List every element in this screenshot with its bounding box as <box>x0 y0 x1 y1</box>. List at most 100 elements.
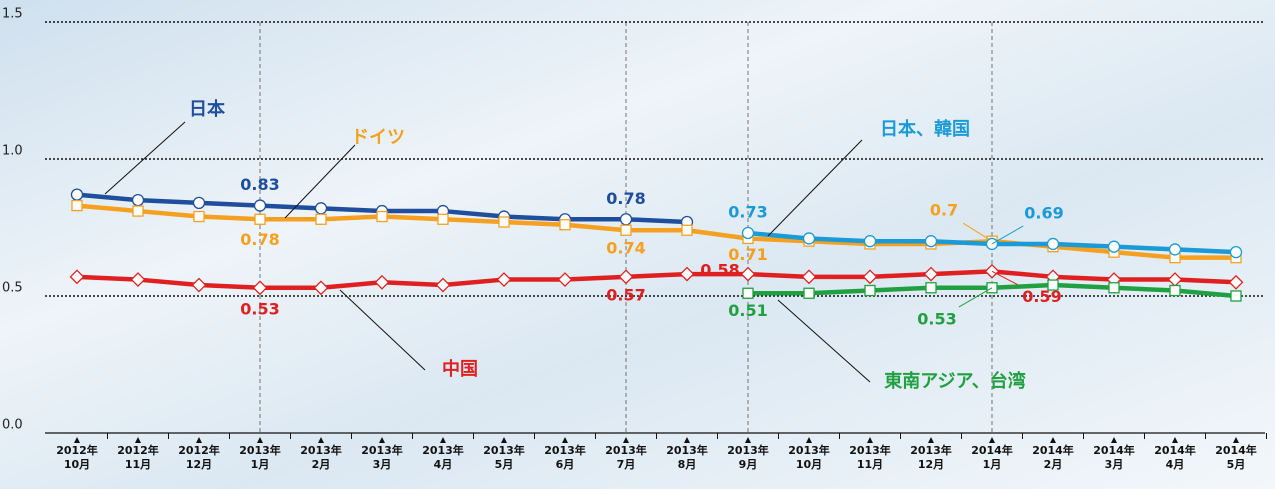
x-tick-label: 2013年 12月 <box>910 444 952 471</box>
marker <box>376 210 388 223</box>
label-leader <box>962 222 993 242</box>
marker <box>1107 240 1121 253</box>
x-tick-label: 2013年 9月 <box>727 444 769 471</box>
x-tick-marker <box>1233 437 1239 443</box>
x-tick-label: 2013年 3月 <box>361 444 403 471</box>
legend-label: 日本 <box>189 98 225 120</box>
data-label: 0.71 <box>728 245 767 264</box>
legend-label: ドイツ <box>351 127 405 148</box>
legend-label: 東南アジア、台湾 <box>884 370 1025 392</box>
marker <box>70 188 84 201</box>
x-tick-label: 2013年 1月 <box>239 444 281 471</box>
marker <box>863 235 877 248</box>
data-label: 0.7 <box>930 201 958 220</box>
x-tick-label: 2014年 5月 <box>1215 444 1257 471</box>
marker <box>193 210 205 223</box>
marker <box>192 196 206 209</box>
data-label: 0.74 <box>606 239 645 258</box>
marker <box>618 269 634 285</box>
marker <box>864 284 876 297</box>
legend-label: 中国 <box>442 358 478 380</box>
marker <box>374 274 390 290</box>
marker <box>1228 274 1244 290</box>
marker <box>132 205 144 217</box>
x-tick-label: 2013年 8月 <box>666 444 708 471</box>
x-tick-marker <box>867 437 873 443</box>
data-label: 0.69 <box>1024 203 1063 222</box>
x-tick-marker <box>806 437 812 443</box>
x-tick-label: 2013年 2月 <box>300 444 342 471</box>
data-label: 0.73 <box>728 202 767 221</box>
marker <box>69 269 85 285</box>
x-tick-marker <box>196 437 202 443</box>
x-tick-label: 2014年 2月 <box>1032 444 1074 471</box>
marker <box>925 282 937 294</box>
y-tick-label: 0.5 <box>2 281 23 296</box>
marker <box>1167 272 1183 287</box>
marker <box>314 202 328 215</box>
data-label: 0.78 <box>240 230 279 249</box>
name-leader <box>104 121 186 195</box>
marker <box>191 277 207 293</box>
marker <box>1046 237 1060 251</box>
y-tick-label: 1.0 <box>2 144 23 159</box>
data-label: 0.51 <box>728 301 767 320</box>
x-tick-label: 2014年 3月 <box>1093 444 1135 471</box>
marker <box>619 213 633 226</box>
label-leader <box>991 270 1023 288</box>
name-leader <box>767 139 863 237</box>
y-tick-label: 0.0 <box>2 418 23 433</box>
x-tick-label: 2013年 11月 <box>849 444 891 471</box>
marker <box>1229 246 1243 259</box>
label-leader <box>991 225 1024 245</box>
marker <box>740 266 756 282</box>
label-leader <box>958 287 993 308</box>
x-tick-label: 2012年 10月 <box>56 444 98 471</box>
marker <box>923 266 939 282</box>
data-label: 0.53 <box>917 309 956 328</box>
x-tick-marker <box>74 437 80 443</box>
data-label: 0.53 <box>240 299 279 318</box>
marker <box>801 269 817 285</box>
x-tick-marker <box>501 437 507 443</box>
data-label: 0.78 <box>606 189 645 208</box>
series-line <box>76 269 1237 291</box>
x-tick-marker <box>745 437 751 443</box>
marker <box>437 213 449 225</box>
name-leader <box>777 299 871 383</box>
x-tick-label: 2013年 4月 <box>422 444 464 471</box>
data-label: 0.57 <box>606 285 645 304</box>
x-tick-marker <box>989 437 995 443</box>
marker <box>1047 279 1059 291</box>
marker <box>313 280 329 296</box>
marker <box>557 272 573 287</box>
marker <box>620 224 632 236</box>
x-tick-marker <box>257 437 263 443</box>
marker <box>1230 290 1242 302</box>
x-tick-marker <box>623 437 629 443</box>
y-tick-label: 1.5 <box>2 7 23 22</box>
marker <box>924 235 938 248</box>
marker <box>742 287 754 299</box>
marker <box>315 213 327 225</box>
marker <box>253 199 267 212</box>
marker <box>130 272 146 287</box>
x-tick-label: 2013年 6月 <box>544 444 586 471</box>
x-tick-marker <box>684 437 690 443</box>
marker <box>559 219 571 231</box>
x-tick-marker <box>379 437 385 443</box>
marker <box>252 280 268 296</box>
x-tick-marker <box>562 437 568 443</box>
marker <box>71 199 83 212</box>
data-label: 0.83 <box>240 175 279 194</box>
marker <box>681 224 693 236</box>
marker <box>1108 282 1120 294</box>
x-tick-marker <box>135 437 141 443</box>
x-tick-label: 2014年 4月 <box>1154 444 1196 471</box>
x-tick-label: 2012年 11月 <box>117 444 159 471</box>
name-leader <box>284 144 356 219</box>
data-label: 0.59 <box>1022 287 1061 306</box>
x-tick-marker <box>1111 437 1117 443</box>
